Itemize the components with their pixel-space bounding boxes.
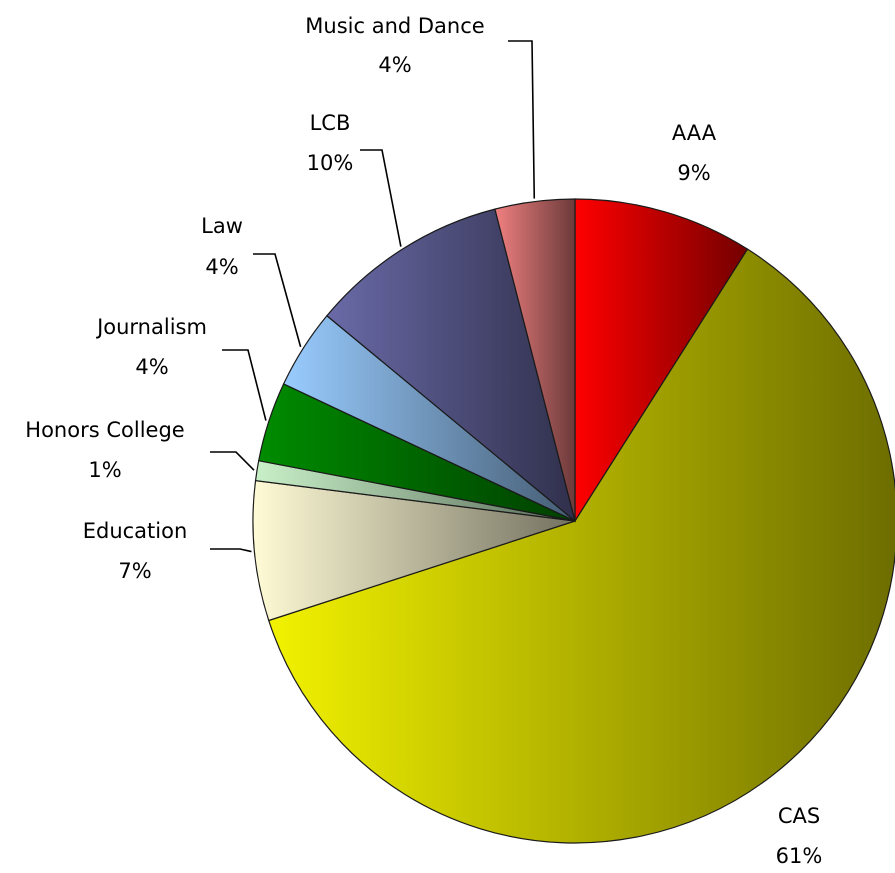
label-journalism-pct: 4% [135, 355, 168, 379]
label-cas-name: CAS [778, 804, 820, 828]
label-aaa-pct: 9% [677, 161, 710, 185]
label-lcb-name: LCB [310, 111, 351, 135]
slice-education [252, 479, 576, 622]
pie-slices [252, 198, 895, 844]
leader-lines [210, 40, 536, 553]
label-honors-college-name: Honors College [25, 418, 184, 442]
label-education-name: Education [83, 519, 188, 543]
label-journalism-name: Journalism [95, 315, 207, 339]
label-cas-pct: 61% [776, 844, 823, 868]
leader-music-and-dance [508, 40, 536, 199]
label-law-pct: 4% [205, 255, 238, 279]
leader-honors-college [210, 451, 255, 471]
label-aaa-name: AAA [672, 121, 717, 145]
label-law-name: Law [201, 214, 243, 238]
slice-cas [268, 248, 895, 844]
slice-music-and-dance [494, 198, 576, 522]
label-music-and-dance-name: Music and Dance [305, 14, 484, 38]
slice-aaa [574, 198, 749, 524]
label-lcb-pct: 10% [307, 151, 354, 175]
label-education-pct: 7% [118, 559, 151, 583]
label-music-and-dance-pct: 4% [378, 53, 411, 77]
leader-lcb [360, 149, 402, 247]
leader-law [253, 253, 302, 348]
slice-lcb [326, 208, 577, 523]
leader-journalism [222, 349, 267, 421]
leader-education [210, 548, 252, 553]
label-honors-college-pct: 1% [88, 458, 121, 482]
